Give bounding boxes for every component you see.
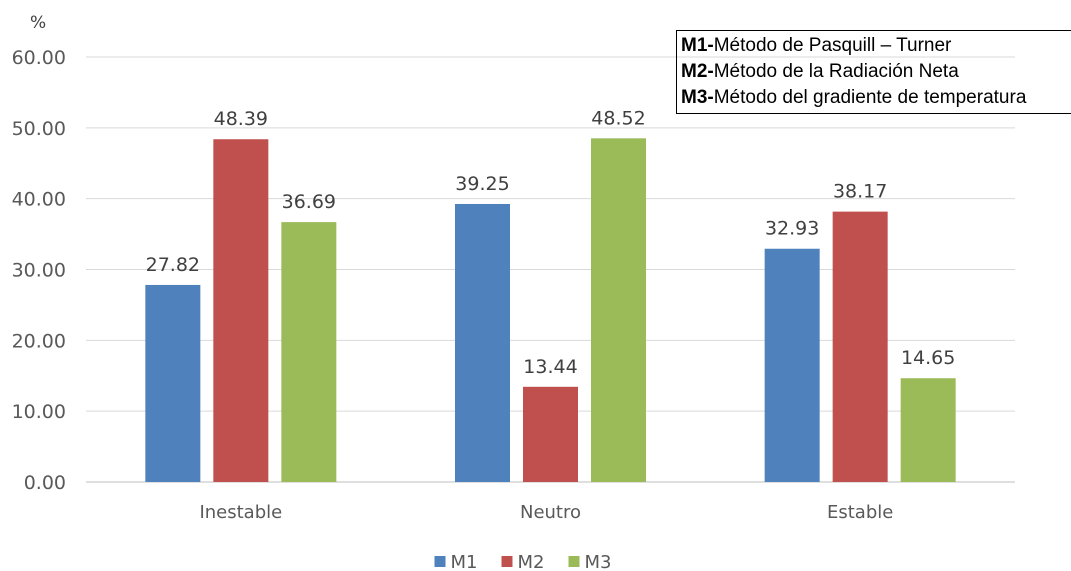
y-tick-label: 30.00 bbox=[12, 260, 66, 282]
bars bbox=[145, 138, 956, 483]
y-axis-tick-labels: 0.00 10.00 20.00 30.00 40.00 50.00 60.00 bbox=[12, 47, 66, 494]
y-axis-unit-label: % bbox=[30, 13, 46, 33]
category-label: Inestable bbox=[199, 502, 282, 523]
legend-label-m1: M1 bbox=[451, 552, 478, 571]
category-labels: Inestable Neutro Estable bbox=[199, 502, 893, 523]
data-label: 48.52 bbox=[591, 107, 645, 129]
data-label: 27.82 bbox=[146, 254, 200, 276]
method-m1: M1-Método de Pasquill – Turner bbox=[681, 35, 952, 56]
bar-m1-neutro bbox=[455, 203, 510, 482]
legend-swatch-m3 bbox=[568, 556, 580, 567]
method-m2: M2-Método de la Radiación Neta bbox=[681, 61, 959, 82]
data-label: 39.25 bbox=[455, 173, 509, 195]
bar-m1-inestable bbox=[145, 284, 201, 482]
bar-m3-estable bbox=[900, 378, 956, 482]
category-label: Estable bbox=[827, 502, 893, 523]
data-label: 48.39 bbox=[214, 108, 268, 130]
legend-label-m2: M2 bbox=[518, 552, 545, 571]
method-m3: M3-Método del gradiente de temperatura bbox=[681, 87, 1027, 108]
legend: M1 M2 M3 bbox=[434, 552, 612, 571]
bar-m2-inestable bbox=[213, 139, 269, 483]
data-label: 14.65 bbox=[901, 347, 955, 369]
bar-m3-inestable bbox=[281, 222, 337, 483]
legend-swatch-m2 bbox=[501, 556, 513, 567]
y-tick-label: 60.00 bbox=[12, 47, 66, 69]
data-label: 32.93 bbox=[765, 218, 819, 240]
bar-m2-estable bbox=[832, 211, 888, 483]
category-label: Neutro bbox=[520, 502, 581, 523]
y-tick-label: 40.00 bbox=[12, 189, 66, 211]
y-tick-label: 10.00 bbox=[12, 401, 66, 423]
y-tick-label: 50.00 bbox=[12, 118, 66, 140]
legend-swatch-m1 bbox=[434, 556, 446, 567]
data-label: 13.44 bbox=[523, 356, 577, 378]
y-tick-label: 20.00 bbox=[12, 330, 66, 352]
bar-m2-neutro bbox=[523, 386, 578, 482]
methods-legend-box: M1-Método de Pasquill – Turner M2-Método… bbox=[676, 30, 1071, 114]
data-label: 36.69 bbox=[282, 191, 336, 213]
data-label: 38.17 bbox=[833, 181, 887, 203]
y-tick-label: 0.00 bbox=[24, 472, 66, 494]
data-labels: 27.82 48.39 36.69 39.25 13.44 48.52 32.93 38.17… bbox=[146, 107, 956, 377]
bar-m3-neutro bbox=[591, 138, 646, 483]
bar-m1-estable bbox=[764, 248, 820, 482]
legend-label-m3: M3 bbox=[585, 552, 612, 571]
